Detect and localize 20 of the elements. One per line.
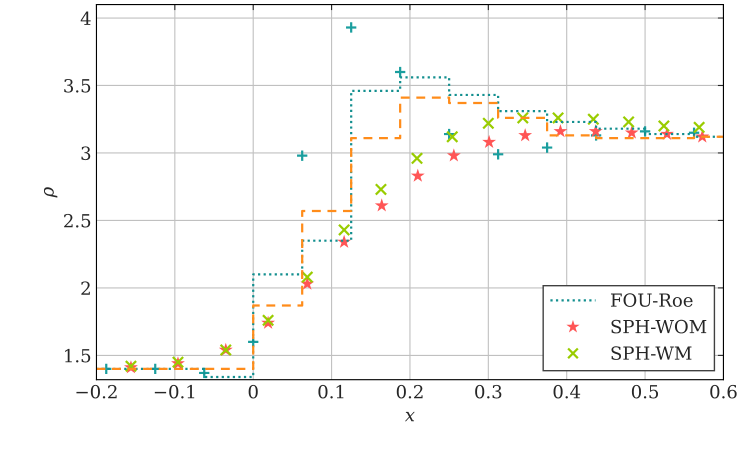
x-tick-label: 0.4: [554, 384, 580, 399]
y-tick-label: 2: [81, 281, 90, 295]
y-tick-label: 4: [80, 11, 91, 25]
y-tick-label: 3: [81, 146, 90, 160]
legend-label: SPH-WOM: [612, 320, 706, 334]
x-axis-title: x: [404, 412, 415, 422]
x-tick-label: 0.3: [475, 384, 502, 399]
x-tick-label: −0.1: [154, 384, 194, 399]
x-tick-label: 0: [248, 384, 258, 399]
x-tick-label: 0.5: [632, 384, 658, 399]
y-tick-label: 2.5: [64, 214, 90, 228]
legend-label: SPH-WM: [612, 346, 692, 360]
x-tick-label: 0.1: [318, 384, 344, 399]
x-tick-label: 0.6: [710, 384, 737, 399]
x-tick-label: −0.2: [76, 384, 117, 399]
y-axis-title: ρ: [44, 187, 58, 198]
x-tick-label: 0.2: [396, 384, 423, 399]
legend-label: FOU-Roe: [610, 293, 693, 307]
y-tick-label: 1.5: [65, 348, 90, 363]
y-tick-label: 3.5: [64, 78, 90, 93]
